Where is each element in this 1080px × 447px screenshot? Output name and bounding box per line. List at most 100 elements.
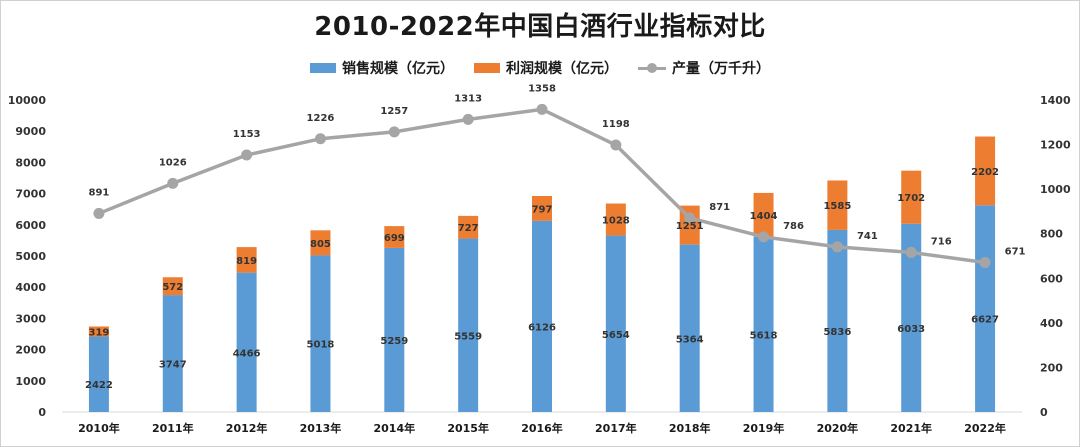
bar-profit (975, 136, 996, 206)
legend-label-sales: 销售规模（亿元） (342, 61, 454, 77)
data-label-profit: 1251 (676, 221, 704, 232)
y-right-tick-label: 1200 (1040, 139, 1071, 152)
x-tick-label: 2020年 (817, 421, 859, 435)
data-label-output: 1257 (380, 106, 408, 117)
data-label-profit: 572 (162, 282, 183, 293)
data-label-profit: 699 (384, 233, 405, 244)
data-label-output: 1358 (528, 83, 556, 94)
x-tick-label: 2013年 (300, 421, 342, 435)
data-label-sales: 4466 (233, 348, 261, 359)
line-output-point (979, 256, 991, 268)
data-label-profit: 1404 (750, 211, 778, 222)
line-output-point (905, 246, 917, 258)
y-left-tick-label: 7000 (15, 188, 46, 201)
data-label-output: 1226 (307, 113, 335, 124)
y-left-tick-label: 9000 (15, 125, 46, 138)
bar-sales (384, 247, 405, 412)
y-left-tick-label: 2000 (15, 344, 46, 357)
data-label-profit: 727 (458, 223, 479, 234)
line-output-point (831, 241, 843, 253)
data-label-output: 741 (857, 231, 878, 242)
x-tick-label: 2022年 (964, 421, 1006, 435)
y-left-tick-label: 5000 (15, 250, 46, 263)
x-tick-label: 2018年 (669, 421, 711, 435)
bar-sales (458, 238, 479, 412)
line-output-point (314, 133, 326, 145)
bar-profit (753, 192, 774, 237)
bar-sales (901, 223, 922, 412)
data-label-profit: 1702 (897, 193, 925, 204)
y-left-tick-label: 3000 (15, 312, 46, 325)
bar-sales (236, 272, 257, 412)
line-output-point (610, 139, 622, 151)
data-label-output: 1153 (233, 129, 261, 140)
bar-profit (901, 170, 922, 224)
data-label-output: 671 (1005, 246, 1026, 257)
line-output-point (462, 113, 474, 125)
x-tick-label: 2021年 (890, 421, 932, 435)
line-output-point (167, 177, 179, 189)
x-tick-label: 2016年 (521, 421, 563, 435)
y-left-tick-label: 8000 (15, 156, 46, 169)
y-left-tick-label: 4000 (15, 281, 46, 294)
legend-label-output: 产量（万千升） (672, 61, 770, 77)
data-label-sales: 5559 (454, 331, 482, 342)
data-label-sales: 6033 (897, 324, 925, 335)
bar-profit (384, 226, 405, 248)
bar-profit (458, 215, 479, 239)
bar-sales (310, 255, 331, 412)
line-output-point (93, 207, 105, 219)
data-label-profit: 819 (236, 256, 257, 267)
bar-profit (162, 277, 183, 296)
y-right-tick-label: 1000 (1040, 183, 1071, 196)
bar-profit (827, 180, 848, 230)
data-label-profit: 797 (532, 204, 553, 215)
data-label-profit: 1585 (823, 201, 851, 212)
chart-legend: 销售规模（亿元） 利润规模（亿元） 产量（万千升） (0, 58, 1080, 78)
y-left-tick-label: 0 (38, 406, 46, 419)
data-label-profit: 2202 (971, 167, 999, 178)
data-label-sales: 5618 (750, 330, 778, 341)
data-label-output: 871 (709, 202, 730, 213)
bar-profit (605, 203, 626, 236)
data-label-output: 1313 (454, 93, 482, 104)
data-label-profit: 319 (88, 327, 109, 338)
y-right-tick-label: 600 (1040, 272, 1063, 285)
bar-sales (753, 236, 774, 412)
bar-sales (679, 244, 700, 412)
bar-profit (532, 196, 552, 221)
data-label-output: 1026 (159, 157, 187, 168)
line-output-point (388, 126, 400, 138)
x-tick-label: 2017年 (595, 421, 637, 435)
data-label-sales: 6627 (971, 315, 999, 326)
data-label-sales: 6126 (528, 322, 556, 333)
bar-profit (310, 230, 331, 256)
y-right-tick-label: 0 (1040, 406, 1048, 419)
y-right-tick-label: 800 (1040, 228, 1063, 241)
x-tick-label: 2010年 (78, 421, 120, 435)
y-left-tick-label: 10000 (8, 94, 47, 107)
data-label-sales: 5018 (307, 340, 335, 351)
y-left-tick-label: 1000 (15, 375, 46, 388)
bar-sales (975, 205, 996, 412)
y-right-tick-label: 400 (1040, 317, 1063, 330)
data-label-sales: 5364 (676, 334, 704, 345)
x-tick-label: 2019年 (743, 421, 785, 435)
line-output-point (241, 149, 253, 161)
bar-sales (88, 336, 109, 412)
y-right-tick-label: 1400 (1040, 94, 1071, 107)
data-label-output: 891 (88, 187, 109, 198)
bar-sales (162, 295, 183, 412)
x-tick-label: 2011年 (152, 421, 194, 435)
legend-swatch-profit (474, 63, 500, 73)
data-label-sales: 3747 (159, 360, 187, 371)
data-label-output: 1198 (602, 119, 630, 130)
legend-swatch-sales (310, 63, 336, 73)
x-tick-label: 2012年 (226, 421, 268, 435)
legend-swatch-output (638, 63, 666, 73)
x-tick-label: 2014年 (373, 421, 415, 435)
data-label-sales: 5259 (380, 336, 408, 347)
bar-sales (532, 220, 552, 412)
data-label-sales: 5836 (823, 327, 851, 338)
